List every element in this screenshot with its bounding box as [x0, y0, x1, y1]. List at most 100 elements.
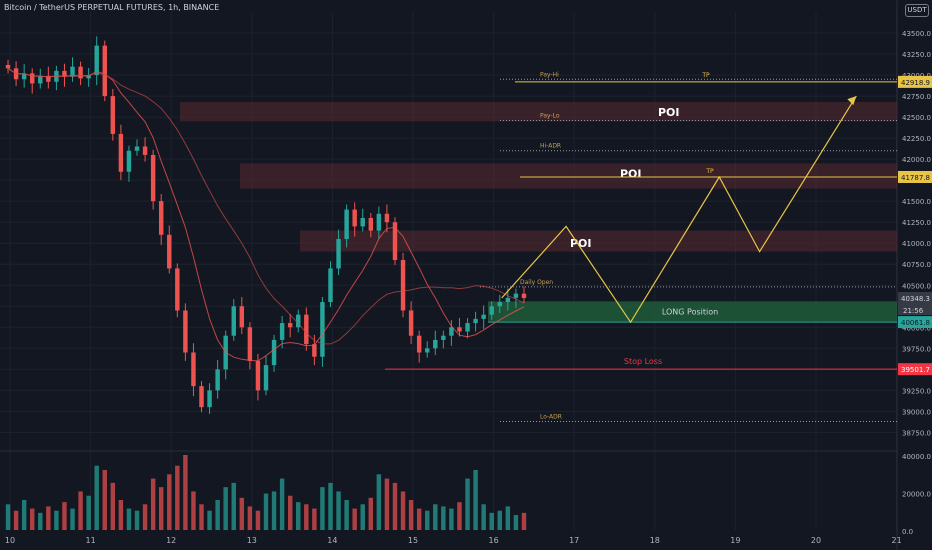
x-tick-label: 17 [569, 536, 579, 545]
candle-body [102, 45, 107, 97]
price-tag[interactable] [898, 170, 932, 183]
x-tick-label: 20 [811, 536, 821, 545]
level-label: Lo-ADR [540, 413, 562, 420]
candle-body [344, 209, 349, 240]
volume-bar [473, 470, 478, 530]
candle-body [94, 45, 99, 76]
volume-bar [167, 474, 172, 530]
volume-bar [481, 504, 486, 530]
volume-bar [360, 504, 365, 530]
volume-bar [457, 502, 462, 530]
poi-label: POI [658, 106, 680, 119]
level-label: Hi-ADR [540, 143, 561, 150]
x-tick-label: 16 [489, 536, 499, 545]
volume-bar [320, 487, 325, 530]
candle-body [384, 213, 390, 223]
volume-bar [336, 491, 341, 530]
candle-body [199, 386, 204, 408]
candle-body [376, 213, 382, 231]
volume-bar [497, 510, 503, 530]
volume-bar [102, 470, 107, 530]
long-position-zone [488, 301, 897, 323]
candle-body [481, 314, 486, 319]
projection-path [501, 95, 857, 324]
x-tick-label: 12 [166, 536, 176, 545]
tp-label: TP [701, 72, 710, 79]
volume-bar [199, 504, 204, 530]
volume-bar [231, 482, 236, 530]
y-tick-label: 42750.0 [902, 93, 931, 101]
volume-bar [287, 495, 293, 530]
volume-bar [352, 508, 357, 530]
volume-bar [296, 502, 301, 530]
candle-body [336, 239, 341, 269]
volume-bar [416, 508, 422, 530]
candle-body [126, 150, 132, 172]
candle-body [433, 339, 438, 349]
price-tag[interactable] [898, 363, 932, 376]
volume-tick-label: 40000.0 [902, 453, 931, 461]
price-tag-label: 40061.8 [901, 319, 930, 327]
volume-bar [521, 512, 527, 530]
volume-bar [207, 510, 212, 530]
candle-body [271, 339, 277, 366]
price-tag[interactable] [898, 75, 932, 88]
candle-body [352, 209, 357, 227]
price-tag-label: 41787.8 [901, 174, 930, 182]
volume-bar [408, 500, 414, 530]
price-tag[interactable] [898, 292, 932, 305]
volume-bar [384, 478, 390, 530]
candle-body [441, 335, 446, 340]
volume-bar [513, 515, 519, 530]
volume-bar [247, 506, 253, 530]
price-tag[interactable] [898, 316, 932, 329]
y-tick-label: 39750.0 [902, 345, 931, 353]
y-tick-label: 40750.0 [902, 261, 931, 269]
candle-body [473, 318, 478, 324]
candle-body [191, 352, 196, 387]
currency-badge[interactable]: USDT [905, 4, 929, 17]
x-tick-label: 14 [327, 536, 337, 545]
candle-body [287, 323, 293, 328]
y-tick-label: 39000.0 [902, 408, 931, 416]
candle-body [38, 75, 43, 84]
volume-bar [78, 491, 83, 530]
volume-bar [344, 500, 349, 530]
price-tag-label: 39501.7 [901, 366, 930, 374]
level-label: Pay-Hi [540, 71, 559, 78]
volume-bar [279, 478, 285, 530]
candle-body [231, 306, 236, 336]
volume-bar [505, 506, 511, 530]
long-position-label: LONG Position [662, 308, 718, 317]
candle-body [118, 133, 124, 172]
x-tick-label: 13 [247, 536, 257, 545]
y-tick-label: 43250.0 [902, 51, 931, 59]
candle-body [296, 314, 301, 328]
candle-body [86, 75, 91, 79]
candle-body [449, 327, 454, 336]
volume-bar [5, 504, 11, 530]
volume-bar [150, 478, 156, 530]
volume-bar [425, 510, 430, 530]
projection-arrow-head [847, 96, 857, 106]
stop-loss-label: Stop Loss [624, 357, 662, 366]
candle-body [29, 73, 35, 84]
x-tick-label: 10 [5, 536, 15, 545]
candle-body [320, 302, 325, 357]
candle-body [78, 66, 83, 79]
poi-label: POI [620, 167, 642, 180]
candle-body [142, 146, 148, 155]
volume-bar [304, 504, 309, 530]
volume-bar [158, 487, 164, 530]
volume-bar [449, 508, 454, 530]
symbol-title: Bitcoin / TetherUS PERPETUAL FUTURES, 1h… [4, 3, 220, 12]
candle-body [457, 327, 462, 332]
countdown-tag [898, 304, 932, 316]
candle-body [328, 268, 333, 303]
tp-label: TP [705, 168, 714, 175]
level-label: Daily Open [520, 279, 553, 286]
candle-body [110, 96, 116, 134]
volume-bar [465, 478, 470, 530]
